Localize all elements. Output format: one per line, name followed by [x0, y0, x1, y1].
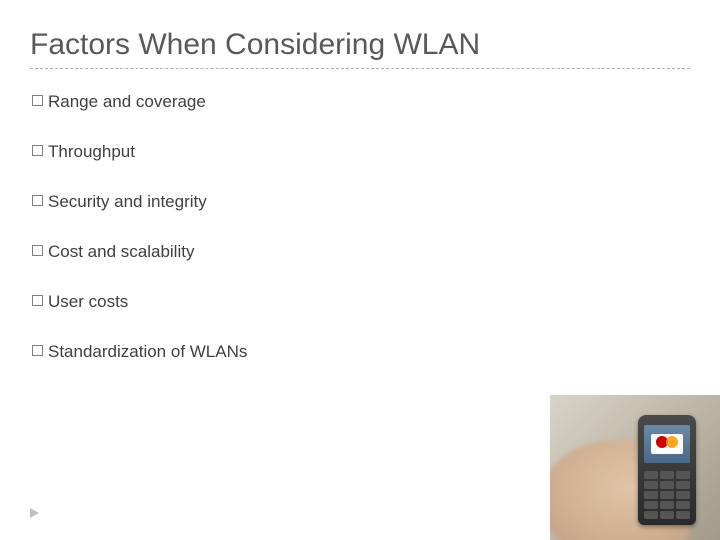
list-item: Cost and scalability: [32, 241, 690, 263]
decorative-photo: [550, 395, 720, 540]
bullet-text: User costs: [48, 291, 128, 313]
checkbox-icon: [32, 145, 43, 156]
footer-arrow-icon: [30, 508, 39, 518]
list-item: User costs: [32, 291, 690, 313]
slide-title: Factors When Considering WLAN: [30, 28, 690, 62]
checkbox-icon: [32, 295, 43, 306]
bullet-text: Standardization of WLANs: [48, 341, 247, 363]
mastercard-icon: [651, 434, 683, 454]
checkbox-icon: [32, 95, 43, 106]
bullet-text: Range and coverage: [48, 91, 206, 113]
bullet-list: Range and coverage Throughput Security a…: [30, 91, 690, 364]
list-item: Security and integrity: [32, 191, 690, 213]
slide-container: Factors When Considering WLAN Range and …: [0, 0, 720, 540]
bullet-text: Throughput: [48, 141, 135, 163]
list-item: Throughput: [32, 141, 690, 163]
phone-shape: [638, 415, 696, 525]
checkbox-icon: [32, 345, 43, 356]
title-underline: [30, 68, 690, 69]
checkbox-icon: [32, 245, 43, 256]
bullet-text: Cost and scalability: [48, 241, 194, 263]
phone-screen: [644, 425, 690, 463]
list-item: Standardization of WLANs: [32, 341, 690, 363]
checkbox-icon: [32, 195, 43, 206]
bullet-text: Security and integrity: [48, 191, 207, 213]
phone-keypad: [644, 471, 690, 519]
list-item: Range and coverage: [32, 91, 690, 113]
